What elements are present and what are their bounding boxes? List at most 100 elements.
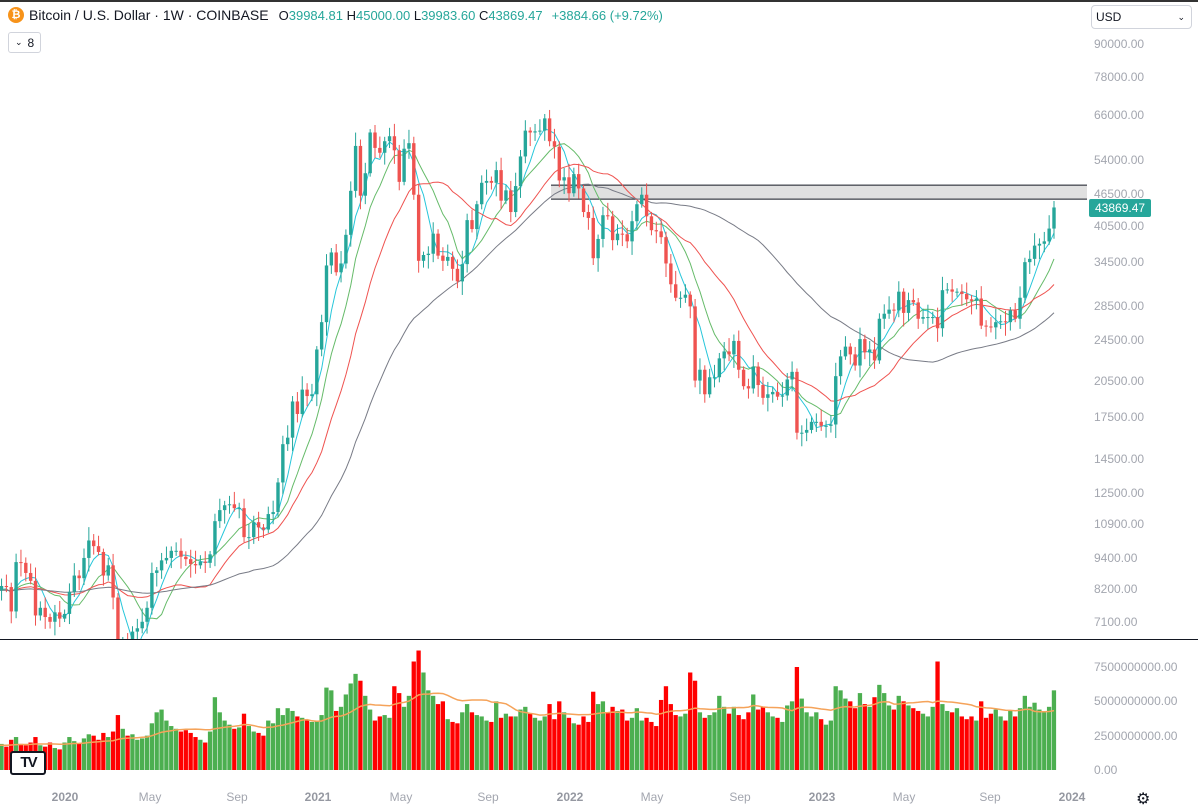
candle (780, 382, 785, 407)
candle (800, 425, 804, 447)
candle (465, 213, 469, 273)
candle (426, 246, 431, 269)
candle-body (261, 527, 266, 530)
volume-bar (654, 726, 659, 770)
tradingview-logo[interactable]: TV (10, 751, 46, 775)
settings-gear-icon[interactable]: ⚙ (1136, 791, 1151, 808)
candle-body (654, 230, 658, 232)
candle (756, 362, 760, 397)
volume-bar (688, 672, 693, 770)
volume-bar (852, 708, 858, 770)
time-axis-label: Sep (226, 790, 248, 804)
candle-body (290, 401, 295, 438)
candle (853, 346, 857, 371)
volume-bar (498, 717, 504, 770)
candle (960, 284, 964, 306)
volume-bar (780, 721, 785, 770)
time-axis-label: 2023 (808, 790, 836, 804)
candle (475, 200, 479, 240)
zone-fill (551, 185, 1087, 200)
volume-bar (789, 701, 795, 770)
candle-body (586, 212, 591, 218)
candle (470, 209, 474, 233)
candle-body (882, 313, 886, 319)
candle-body (717, 358, 722, 378)
candle-body (126, 645, 129, 652)
candle-body (237, 508, 241, 510)
volume-bar (81, 738, 87, 770)
candle-body (353, 145, 358, 191)
candle-body (727, 351, 731, 355)
candle-body (640, 194, 644, 205)
candle-body (426, 253, 431, 255)
candle-body (135, 628, 140, 632)
candle (62, 609, 67, 623)
candle-body (218, 510, 222, 522)
candle (814, 413, 819, 432)
candle-body (688, 294, 692, 307)
volume-bar (140, 738, 145, 770)
candle-body (72, 575, 76, 592)
time-axis-label: Sep (729, 790, 751, 804)
candle-body (824, 425, 828, 427)
volume-bar (450, 721, 455, 770)
candle-body (363, 173, 367, 196)
candle (353, 132, 358, 198)
volume-bar (610, 706, 615, 770)
volume-pane (0, 650, 1057, 770)
volume-bar (372, 720, 378, 770)
candle (1003, 310, 1008, 336)
candle (935, 307, 940, 342)
volume-bar (1008, 710, 1013, 770)
candle (674, 270, 678, 302)
candle-body (344, 234, 348, 264)
candle (509, 180, 513, 223)
volume-axis-label: 7500000000.00 (1094, 660, 1178, 674)
candle-body (989, 326, 993, 328)
candle (892, 303, 896, 323)
candle (538, 119, 542, 135)
candle-body (790, 371, 794, 380)
candle (620, 220, 625, 247)
volume-moving-average-line (0, 692, 1055, 747)
candle (218, 498, 222, 528)
candle-body (106, 565, 110, 576)
candle-body (606, 215, 610, 217)
volume-bar (916, 710, 921, 770)
volume-bar (959, 716, 964, 770)
volume-bar (838, 690, 843, 770)
candle-body (635, 204, 639, 222)
candle-body (800, 432, 804, 434)
candle (518, 150, 523, 198)
candle-body (722, 351, 726, 359)
candle (339, 251, 343, 283)
candle (397, 144, 401, 191)
candle-body (737, 340, 741, 370)
candle (281, 435, 285, 495)
indicators-toggle-button[interactable]: ⌄ 8 (8, 32, 42, 53)
candle (1032, 233, 1037, 266)
candle (208, 550, 212, 568)
moving-average-line-10 (0, 143, 1055, 620)
volume-bar (416, 650, 421, 770)
candle (998, 314, 1003, 329)
candle (1042, 231, 1046, 253)
volume-bar (280, 715, 285, 770)
candle-body (901, 291, 906, 313)
candle-body (315, 349, 319, 395)
volume-bar (110, 731, 116, 770)
volume-bar (600, 701, 606, 770)
volume-bar (770, 716, 775, 770)
price-axis-label: 28500.00 (1094, 298, 1145, 313)
currency-select[interactable]: USD ⌄ (1091, 5, 1192, 29)
candle (368, 129, 372, 177)
candle (572, 167, 576, 197)
volume-bar (358, 680, 363, 770)
symbol-title[interactable]: Bitcoin / U.S. Dollar · 1W · COINBASE (29, 7, 269, 23)
volume-bar (785, 705, 790, 770)
candle (843, 336, 848, 360)
volume-bar (872, 697, 877, 770)
candle (824, 420, 828, 438)
candle-body (766, 394, 770, 398)
